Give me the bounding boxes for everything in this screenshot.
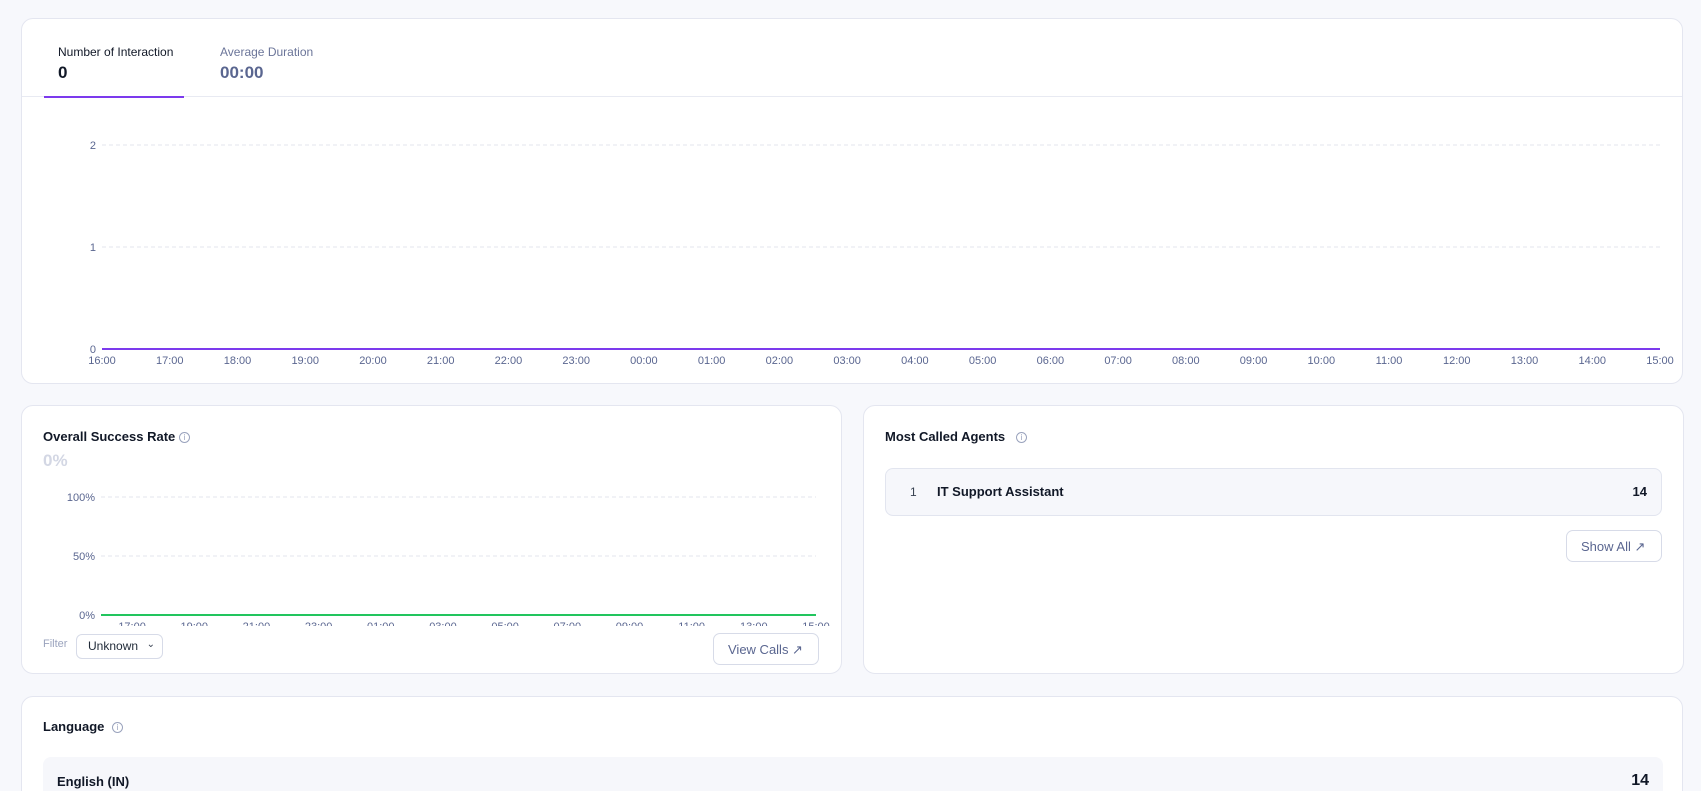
- x-tick-label: 09:00: [616, 621, 644, 626]
- x-tick-label: 13:00: [1511, 355, 1539, 367]
- x-tick-label: 05:00: [491, 621, 519, 626]
- info-icon[interactable]: i: [1016, 432, 1027, 443]
- x-tick-label: 15:00: [1646, 355, 1674, 367]
- x-tick-label: 12:00: [1443, 355, 1471, 367]
- x-tick-label: 09:00: [1240, 355, 1268, 367]
- x-tick-label: 22:00: [495, 355, 523, 367]
- interactions-card: Number of Interaction 0 Average Duration…: [21, 18, 1683, 384]
- metric-tabs: Number of Interaction 0 Average Duration…: [22, 19, 1682, 98]
- x-tick-label: 17:00: [118, 621, 146, 626]
- agent-name: IT Support Assistant: [937, 484, 1064, 499]
- x-tick-label: 01:00: [698, 355, 726, 367]
- x-tick-label: 21:00: [427, 355, 455, 367]
- tab-value: 0: [58, 63, 68, 82]
- x-tick-label: 23:00: [562, 355, 590, 367]
- x-tick-label: 16:00: [88, 355, 116, 367]
- x-tick-label: 14:00: [1578, 355, 1606, 367]
- x-tick-label: 19:00: [291, 355, 319, 367]
- view-calls-button[interactable]: View Calls ↗: [713, 633, 819, 665]
- tab-average-duration[interactable]: Average Duration 00:00: [220, 19, 340, 97]
- agent-row[interactable]: 1 IT Support Assistant 14: [885, 468, 1662, 516]
- x-tick-label: 10:00: [1308, 355, 1336, 367]
- y-tick-label: 0: [90, 344, 96, 356]
- x-tick-label: 00:00: [630, 355, 658, 367]
- x-tick-label: 18:00: [224, 355, 252, 367]
- x-tick-label: 07:00: [1104, 355, 1132, 367]
- y-tick-label: 2: [90, 140, 96, 152]
- tab-number-of-interaction[interactable]: Number of Interaction 0: [44, 19, 184, 98]
- x-tick-label: 08:00: [1172, 355, 1200, 367]
- most-called-agents-card: Most Called Agents i 1 IT Support Assist…: [863, 405, 1684, 674]
- x-tick-label: 17:00: [156, 355, 184, 367]
- tab-value: 00:00: [220, 63, 264, 82]
- x-tick-label: 20:00: [359, 355, 387, 367]
- x-tick-label: 13:00: [740, 621, 768, 626]
- x-tick-label: 01:00: [367, 621, 395, 626]
- success-rate-value: 0%: [43, 451, 68, 470]
- card-title: Overall Success Rate: [43, 429, 176, 444]
- y-tick-label: 50%: [73, 551, 95, 563]
- info-icon[interactable]: i: [112, 722, 123, 733]
- filter-selected-value: Unknown: [88, 639, 139, 653]
- interactions-line-chart: 0 1 2 16:00 17:00 18:00 19:00 20:00 21:00 22:00 23…: [88, 140, 1674, 367]
- tab-label: Average Duration: [220, 45, 314, 59]
- x-tick-label: 06:00: [1037, 355, 1065, 367]
- success-rate-card: Overall Success Rate i 0% 0% 50% 100% 17:00…: [21, 405, 842, 674]
- language-count: 14: [1631, 772, 1649, 789]
- success-rate-line-chart: 0% 50% 100% 17:00 19:00 21:00 23:00 01:00 03:00 0…: [67, 492, 830, 626]
- filter-select[interactable]: Unknown ⌄: [76, 634, 163, 659]
- y-tick-label: 0%: [79, 610, 95, 622]
- info-icon[interactable]: i: [179, 432, 190, 443]
- x-tick-label: 03:00: [833, 355, 861, 367]
- x-tick-label: 03:00: [429, 621, 457, 626]
- x-tick-label: 07:00: [554, 621, 582, 626]
- agent-rank: 1: [910, 485, 917, 499]
- y-tick-label: 100%: [67, 492, 95, 504]
- y-tick-label: 1: [90, 242, 96, 254]
- language-name: English (IN): [57, 774, 130, 789]
- show-all-button[interactable]: Show All ↗: [1566, 530, 1662, 562]
- x-tick-label: 02:00: [766, 355, 794, 367]
- card-title: Language: [43, 719, 105, 734]
- x-tick-label: 21:00: [243, 621, 271, 626]
- language-row: English (IN) 14: [43, 757, 1663, 791]
- x-tick-label: 05:00: [969, 355, 997, 367]
- x-tick-label: 23:00: [305, 621, 333, 626]
- x-tick-label: 04:00: [901, 355, 929, 367]
- agent-call-count: 14: [1632, 484, 1647, 499]
- filter-label: Filter: [43, 638, 68, 650]
- chevron-down-icon: ⌄: [146, 639, 155, 650]
- x-tick-label: 15:00: [802, 621, 830, 626]
- x-tick-label: 11:00: [1376, 355, 1403, 367]
- tab-label: Number of Interaction: [58, 45, 174, 59]
- card-title: Most Called Agents: [885, 429, 1006, 444]
- language-card: Language i English (IN) 14: [21, 696, 1683, 791]
- x-tick-label: 19:00: [180, 621, 208, 626]
- x-tick-label: 11:00: [678, 621, 705, 626]
